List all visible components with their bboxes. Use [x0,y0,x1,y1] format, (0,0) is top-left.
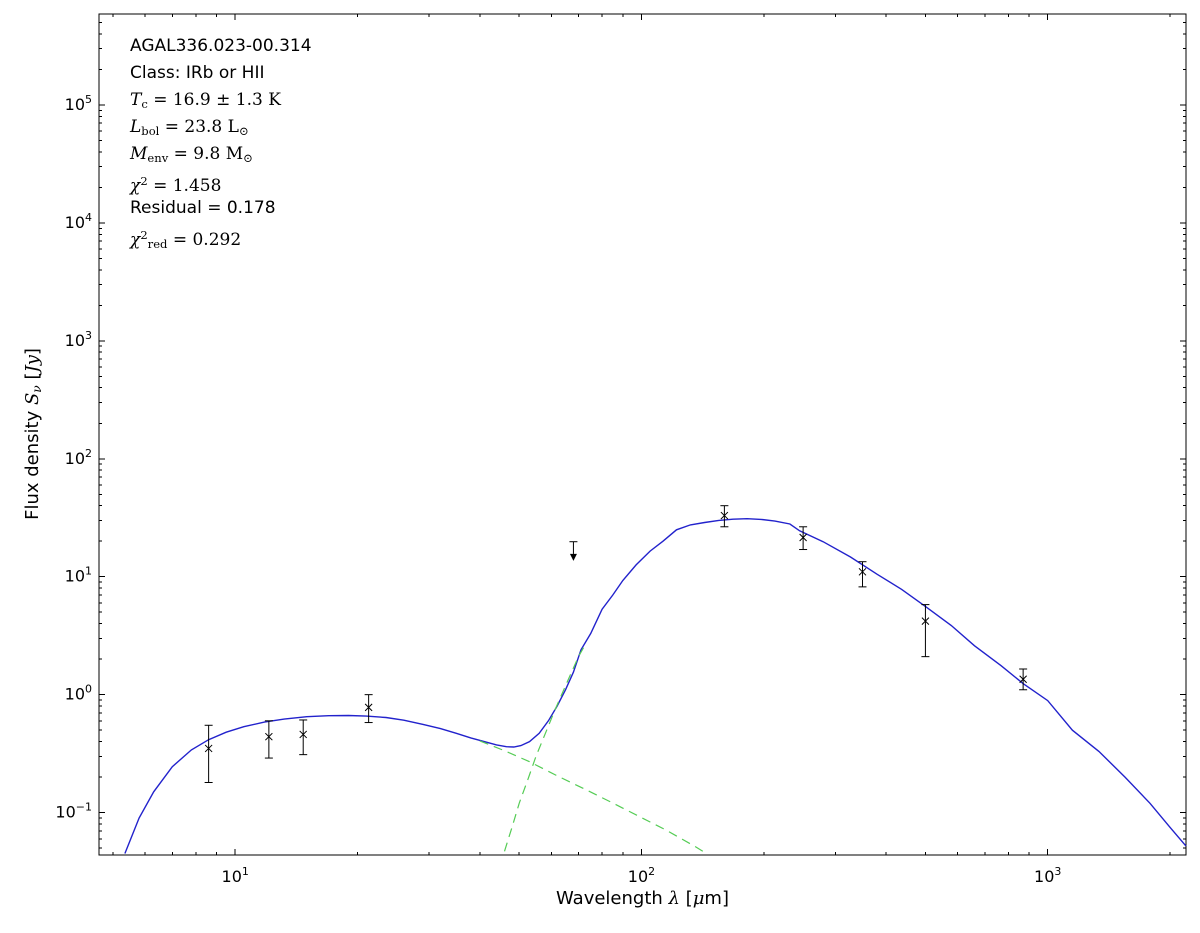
data-point [264,720,273,759]
svg-text:101: 101 [222,865,249,886]
svg-text:10−1: 10−1 [55,801,92,822]
annotation-line: AGAL336.023-00.314 [130,36,312,56]
annotation-line: Menv = 9.8 M⊙ [130,144,253,166]
annotation-box: AGAL336.023-00.314 Class: IRb or HII Tc = … [130,33,312,251]
annotation-line: Lbol = 23.8 L⊙ [130,117,249,139]
tick-labels: 101 102 103 10−1 100 101 102 103 104 105 [55,93,1061,886]
data-point [204,724,213,783]
svg-text:102: 102 [628,865,655,886]
svg-text:101: 101 [65,565,92,586]
svg-text:104: 104 [65,211,92,232]
annotation-line: Tc = 16.9 ± 1.3 K [130,90,281,112]
data-points [204,505,1028,783]
data-point [1019,668,1028,691]
svg-text:105: 105 [65,93,92,114]
data-point [858,561,867,588]
svg-text:103: 103 [1034,865,1061,886]
data-point [921,604,930,658]
svg-text:100: 100 [65,683,92,704]
svg-text:103: 103 [65,329,92,350]
x-axis-label: Wavelength λ [μm] [556,888,729,909]
total-model-curve [124,517,1187,854]
data-point [720,505,729,528]
annotation-line: χ2 = 1.458 [130,174,222,196]
cold-component-curve [503,647,585,852]
plot-frame [98,13,1187,856]
upper-limit-marker [569,541,578,561]
warm-component-curve [479,740,705,853]
y-axis-label: Flux density Sν [Jy] [21,348,45,520]
axis-ticks [99,14,1186,855]
data-point [799,526,808,551]
data-point [299,719,308,756]
svg-text:102: 102 [65,447,92,468]
annotation-line: Residual = 0.178 [130,198,276,218]
data-point [364,694,373,724]
annotation-line: χ2red = 0.292 [130,228,242,251]
annotation-line: Class: IRb or HII [130,63,265,83]
